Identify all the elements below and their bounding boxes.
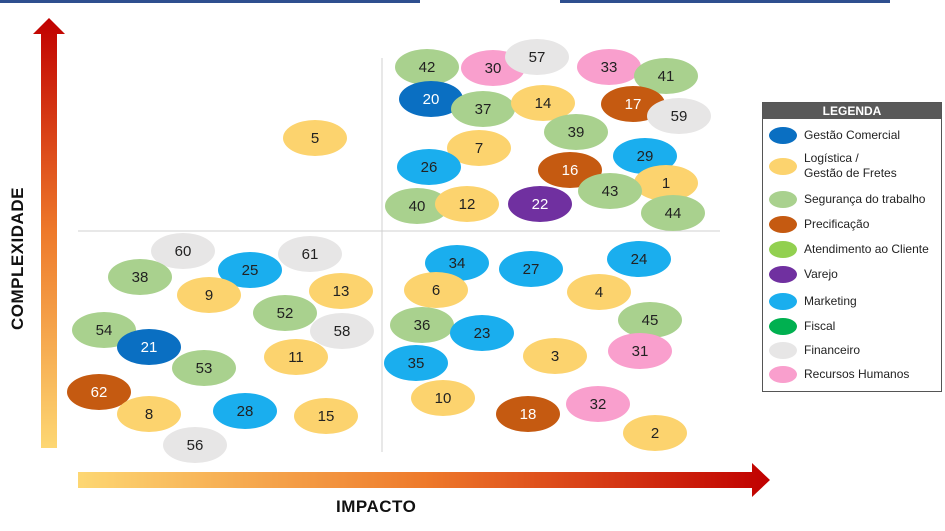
legend-label: Recursos Humanos [804,367,910,381]
bubble-56: 56 [163,427,227,463]
legend-item-fiscal: Fiscal [769,318,835,335]
legend-item-seguranca: Segurança do trabalho [769,191,925,208]
bubble-28: 28 [213,393,277,429]
bubble-5: 5 [283,120,347,156]
top-border-gap [420,0,560,3]
legend-item-financeiro: Financeiro [769,342,860,359]
bubble-31: 31 [608,333,672,369]
bubble-9: 9 [177,277,241,313]
legend-item-logistica: Logística / Gestão de Fretes [769,151,897,181]
bubble-21: 21 [117,329,181,365]
bubble-35: 35 [384,345,448,381]
y-axis-label: COMPLEXIDADE [8,187,27,330]
bubble-24: 24 [607,241,671,277]
legend-item-marketing: Marketing [769,293,857,310]
legend-label: Logística / Gestão de Fretes [804,151,897,180]
x-axis-arrow [78,463,770,497]
legend-swatch [769,157,797,175]
legend-item-varejo: Varejo [769,266,838,283]
legend-label: Marketing [804,294,857,308]
bubble-8: 8 [117,396,181,432]
legend-item-recursos-humanos: Recursos Humanos [769,366,909,383]
legend-label: Varejo [804,267,838,281]
bubble-43: 43 [578,173,642,209]
legend-label: Financeiro [804,343,861,357]
bubble-52: 52 [253,295,317,331]
bubble-36: 36 [390,307,454,343]
legend-swatch [769,127,797,144]
y-axis-arrow [33,18,65,448]
legend-swatch [769,241,797,258]
bubble-38: 38 [108,259,172,295]
legend-swatch [769,266,797,283]
bubble-22: 22 [508,186,572,222]
bubble-27: 27 [499,251,563,287]
bubble-45: 45 [618,302,682,338]
bubble-33: 33 [577,49,641,85]
bubble-26: 26 [397,149,461,185]
legend-label: Precificação [804,217,870,231]
bubble-10: 10 [411,380,475,416]
bubble-58: 58 [310,313,374,349]
legend-label: Fiscal [804,319,836,333]
bubble-18: 18 [496,396,560,432]
bubble-42: 42 [395,49,459,85]
bubble-61: 61 [278,236,342,272]
bubble-13: 13 [309,273,373,309]
legend-item-precificacao: Precificação [769,216,869,233]
bubble-23: 23 [450,315,514,351]
x-axis-label: IMPACTO [336,497,417,516]
bubble-59: 59 [647,98,711,134]
legend-swatch [769,366,797,383]
bubble-15: 15 [294,398,358,434]
legend-title: LEGENDA [763,103,941,119]
bubble-11: 11 [264,339,328,375]
legend-item-atendimento: Atendimento ao Cliente [769,241,929,258]
bubble-3: 3 [523,338,587,374]
legend: LEGENDA Gestão Comercial Logística / Ges… [762,102,942,392]
bubble-57: 57 [505,39,569,75]
bubble-2: 2 [623,415,687,451]
legend-label: Gestão Comercial [804,128,901,142]
bubble-4: 4 [567,274,631,310]
bubble-39: 39 [544,114,608,150]
legend-label: Segurança do trabalho [804,192,926,206]
bubble-54: 54 [72,312,136,348]
bubble-53: 53 [172,350,236,386]
legend-swatch [769,293,797,310]
legend-label: Atendimento ao Cliente [804,242,929,256]
legend-swatch [769,318,797,335]
bubble-44: 44 [641,195,705,231]
legend-item-gestao-comercial: Gestão Comercial [769,127,900,144]
bubble-12: 12 [435,186,499,222]
legend-swatch [769,342,797,359]
bubble-32: 32 [566,386,630,422]
bubble-6: 6 [404,272,468,308]
legend-swatch [769,216,797,233]
legend-swatch [769,191,797,208]
bubble-37: 37 [451,91,515,127]
